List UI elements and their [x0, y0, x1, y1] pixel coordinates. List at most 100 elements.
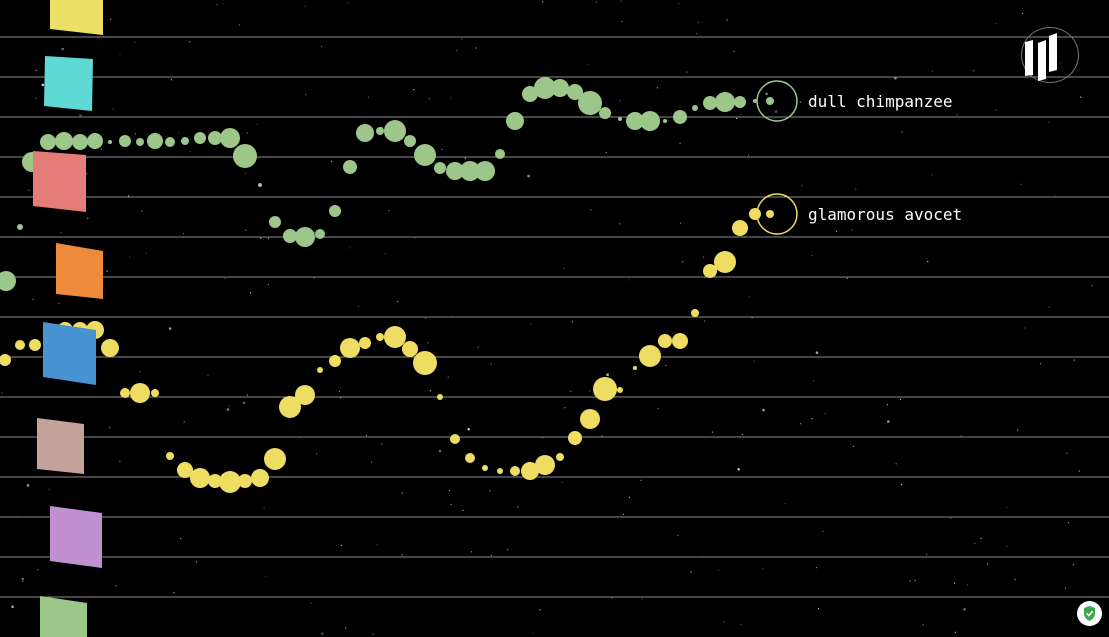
- star: [855, 188, 857, 190]
- trail-dot: [658, 334, 672, 348]
- star: [679, 222, 682, 224]
- player-avocet: glamorous avocet: [756, 193, 962, 235]
- player-ring: [756, 193, 798, 235]
- trail-dot: [55, 132, 73, 150]
- star: [100, 148, 102, 150]
- trail-dot: [482, 465, 488, 471]
- star: [972, 70, 974, 72]
- player-chimpanzee: dull chimpanzee: [756, 80, 953, 122]
- trail-dot: [87, 133, 103, 149]
- purple-key[interactable]: [50, 506, 102, 568]
- chimpanzee-trail: [0, 77, 757, 291]
- star: [995, 23, 997, 25]
- star: [267, 237, 269, 239]
- star: [330, 160, 333, 162]
- star: [86, 173, 88, 175]
- star: [539, 609, 541, 611]
- star: [1072, 564, 1074, 566]
- star: [507, 549, 509, 551]
- star: [960, 435, 963, 437]
- player-dot: [766, 210, 774, 218]
- star: [1024, 327, 1026, 329]
- red-key[interactable]: [33, 151, 86, 212]
- trail-dot: [640, 111, 660, 131]
- star: [183, 421, 185, 423]
- star: [128, 195, 130, 197]
- star: [1091, 284, 1093, 286]
- trail-dot: [703, 96, 717, 110]
- trail-dot: [551, 79, 569, 97]
- star: [606, 373, 609, 377]
- star: [246, 394, 248, 396]
- star: [901, 484, 903, 486]
- star: [1054, 194, 1056, 196]
- star: [349, 247, 351, 249]
- orange-key[interactable]: [56, 243, 103, 299]
- mauve-key[interactable]: [37, 418, 84, 474]
- star: [1067, 522, 1069, 524]
- star: [139, 371, 141, 373]
- color-key-column[interactable]: [33, 0, 103, 637]
- star: [1, 392, 3, 394]
- cyan-key[interactable]: [44, 56, 93, 111]
- green-key[interactable]: [40, 596, 87, 637]
- star: [110, 18, 112, 20]
- star: [931, 70, 933, 72]
- trail-dot: [715, 92, 735, 112]
- star: [679, 142, 681, 144]
- yellow-key[interactable]: [50, 0, 103, 35]
- trail-dot: [734, 96, 746, 108]
- star: [811, 418, 813, 420]
- trail-dot: [251, 469, 269, 487]
- star: [628, 279, 630, 281]
- star: [304, 6, 306, 8]
- star: [246, 132, 248, 134]
- star: [115, 585, 117, 587]
- trail-dot: [414, 144, 436, 166]
- star: [429, 390, 431, 392]
- star: [619, 223, 621, 225]
- trail-dot: [279, 396, 301, 418]
- star: [21, 577, 25, 581]
- star: [824, 412, 826, 414]
- star: [532, 632, 534, 634]
- star: [396, 301, 399, 303]
- trail-dot: [691, 309, 699, 317]
- shield-check-icon[interactable]: [1077, 601, 1102, 626]
- star: [263, 508, 265, 510]
- star: [380, 443, 382, 445]
- star: [813, 380, 815, 382]
- equalizer-logo-icon[interactable]: [1021, 27, 1079, 83]
- star: [784, 503, 786, 505]
- star: [310, 602, 312, 604]
- star: [909, 580, 911, 582]
- trail-dot: [460, 161, 480, 181]
- star: [822, 530, 824, 533]
- star: [376, 544, 378, 546]
- star: [590, 209, 592, 211]
- trail-dot: [692, 105, 698, 111]
- star: [456, 50, 458, 52]
- trail-dot: [356, 124, 374, 142]
- blue-key[interactable]: [43, 322, 96, 385]
- star: [815, 351, 819, 355]
- star: [1020, 183, 1022, 185]
- star: [966, 584, 968, 586]
- trail-dot: [535, 455, 555, 475]
- star: [926, 554, 928, 556]
- star: [129, 256, 131, 258]
- star: [571, 321, 574, 323]
- trail-dot: [119, 135, 131, 147]
- star: [686, 71, 688, 73]
- star: [563, 267, 565, 270]
- star: [542, 437, 544, 439]
- star: [338, 390, 340, 393]
- star: [1006, 506, 1008, 509]
- trail-dot: [402, 341, 418, 357]
- star: [914, 579, 916, 582]
- star: [320, 46, 323, 48]
- star: [894, 76, 897, 80]
- star: [852, 445, 854, 447]
- star: [195, 561, 197, 563]
